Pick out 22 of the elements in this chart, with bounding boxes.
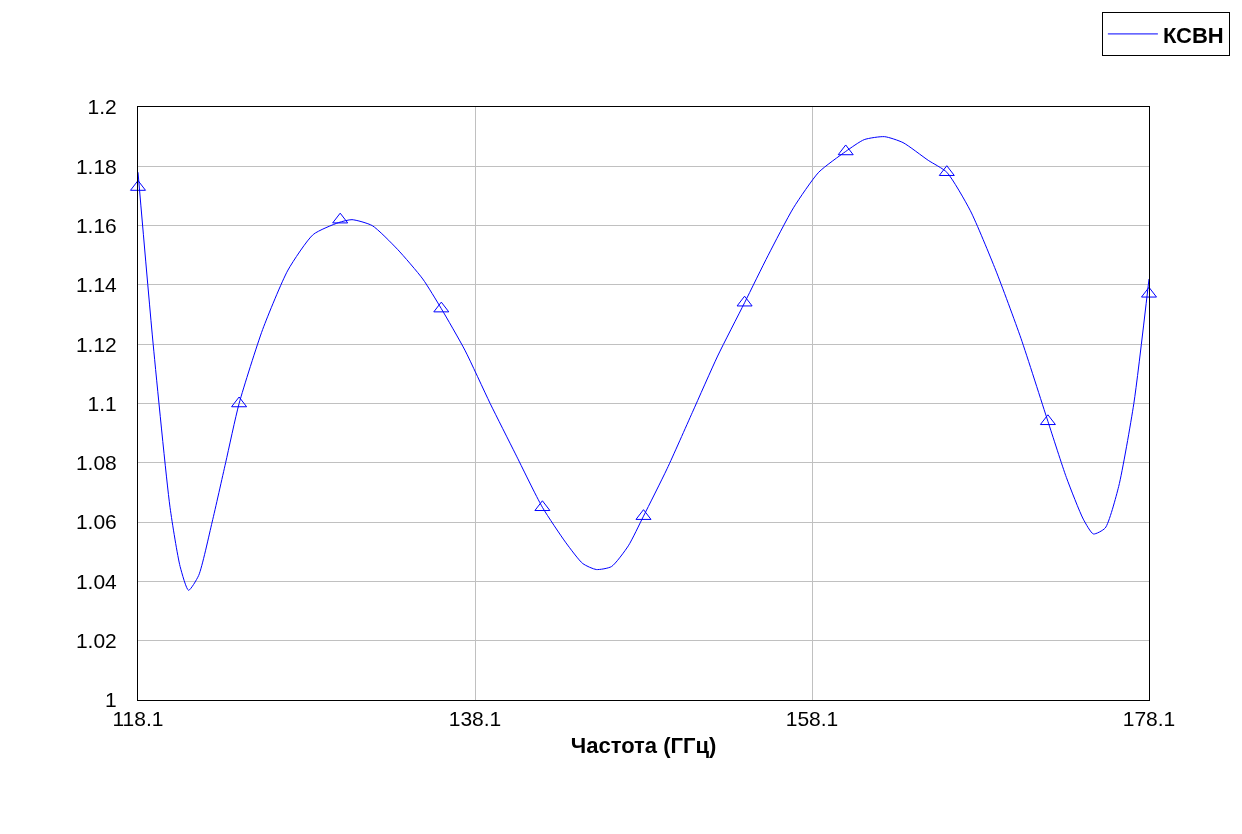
y-tick-label: 1.12: [75, 332, 117, 356]
x-tick-label: 138.1: [448, 707, 502, 731]
point: [332, 212, 349, 224]
x-tick-label: 158.1: [785, 707, 839, 731]
x-axis-title: Частота (ГГц): [570, 733, 717, 759]
y-tick-label: 1.06: [75, 510, 117, 534]
point: [736, 295, 753, 307]
point: [231, 396, 248, 408]
y-tick-label: 1.1: [87, 391, 117, 415]
y-tick-label: 1.08: [75, 451, 117, 475]
y-tick-label: 1.2: [87, 95, 117, 119]
point: [837, 144, 854, 156]
point: [433, 301, 450, 313]
legend-label: КСВН: [1162, 22, 1224, 48]
y-tick-label: 1.16: [75, 213, 117, 237]
y-tick-label: 1.18: [75, 154, 117, 178]
y-tick-label: 1.04: [75, 569, 118, 593]
x-tick-label: 178.1: [1122, 707, 1176, 731]
point: [1039, 414, 1056, 426]
point: [534, 500, 551, 512]
y-tick-label: 1.02: [75, 629, 117, 653]
y-tick-label: 1.14: [75, 273, 118, 297]
